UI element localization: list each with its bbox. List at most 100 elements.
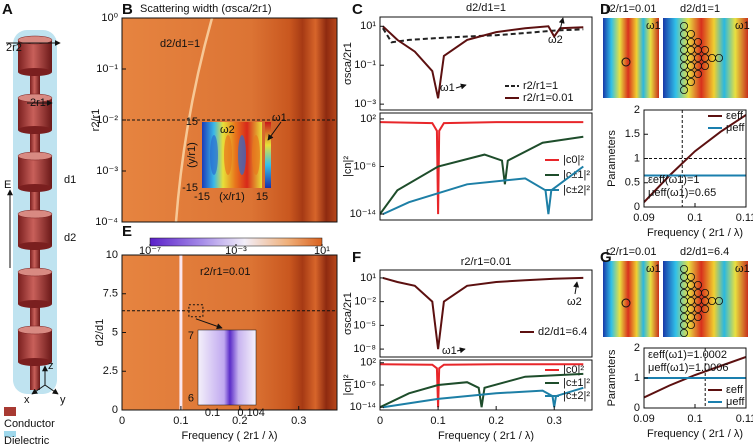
inset-tick-label: 7 xyxy=(188,330,194,342)
rod-circle xyxy=(680,328,689,337)
x-tick-label: 0.3 xyxy=(547,415,562,427)
annotation: ω2 xyxy=(548,34,563,46)
inset-tick-label: -15 xyxy=(182,182,198,194)
arrow xyxy=(558,17,565,31)
conductor-base xyxy=(18,242,52,250)
y-axis-label: σsca/2r1 xyxy=(342,42,354,85)
x-tick-label: 0.11 xyxy=(736,413,753,425)
y-tick-label: 10² xyxy=(360,113,376,125)
label-2r1: 2r1 xyxy=(30,97,46,109)
panel-label: F xyxy=(352,249,361,266)
y-tick-label: 1.5 xyxy=(625,128,640,140)
inset-xlabel: (x/r1) xyxy=(219,191,245,203)
x-tick-label: 0.2 xyxy=(232,415,247,427)
rod-circle xyxy=(680,264,689,273)
annotation: ω1 xyxy=(442,345,457,357)
legend-entry: |c0|² xyxy=(563,364,584,376)
rod-circle xyxy=(687,320,696,329)
conductor-base xyxy=(18,126,52,134)
inset-colorbar xyxy=(265,122,271,188)
plot-frame xyxy=(379,16,593,111)
rod xyxy=(30,128,40,158)
chart-title: Scattering width (σsca/2r1) xyxy=(140,3,272,15)
conductor-body xyxy=(18,40,52,72)
annotation: ω1 xyxy=(272,112,287,124)
y-tick-label: 10⁻² xyxy=(96,114,118,126)
rod-circle xyxy=(701,304,710,313)
legend-swatch xyxy=(4,431,16,437)
colorbar-tick-label: 10⁻⁷ xyxy=(139,245,161,257)
y-tick-label: 10⁻⁶ xyxy=(353,379,376,391)
x-tick-label: 0.3 xyxy=(291,415,306,427)
x-tick-label: 0.1 xyxy=(687,212,702,224)
y-tick-label: 2.5 xyxy=(103,365,118,377)
panel-label: D xyxy=(600,1,611,18)
y-tick-label: 0.5 xyxy=(625,177,640,189)
map-label: ω1 xyxy=(735,263,750,275)
legend-entry: εeff xyxy=(726,384,744,396)
y-axis-label: |cn|² xyxy=(342,374,354,395)
map-label: d2/d1=1 xyxy=(680,3,720,15)
conductor-body xyxy=(18,330,52,362)
conductor-cap xyxy=(17,209,53,219)
rod-circle xyxy=(694,312,703,321)
panel-label: C xyxy=(352,1,363,18)
y-tick-label: 10⁻³ xyxy=(354,98,376,110)
arrow xyxy=(455,83,467,90)
rod xyxy=(30,302,40,332)
series-line xyxy=(382,25,584,99)
legend-entry: d2/d1=6.4 xyxy=(538,326,587,338)
inset-tick-label: -15 xyxy=(194,191,210,203)
y-tick-label: 2 xyxy=(634,104,640,116)
inset-tick-label: 15 xyxy=(186,116,198,128)
y-tick-label: 10⁻⁴ xyxy=(95,216,118,228)
map-label: ω1 xyxy=(646,263,661,275)
axis-y-label: y xyxy=(60,394,66,406)
conductor-body xyxy=(18,156,52,188)
rod xyxy=(30,244,40,274)
y-tick-label: 10¹ xyxy=(360,272,376,284)
annotation: εeff(ω1)=1.0002 xyxy=(648,349,727,361)
y-tick-label: 10⁻¹⁴ xyxy=(350,401,377,413)
legend-entry: εeff xyxy=(726,110,744,122)
x-axis-label: Frequency ( 2r1 / λ) xyxy=(647,428,743,440)
rod-circle xyxy=(701,288,710,297)
annotation: μeff(ω1)=0.65 xyxy=(648,187,716,199)
annotation: ω2 xyxy=(567,296,582,308)
conductor-base xyxy=(18,358,52,366)
y-axis-label: |cn|² xyxy=(342,156,354,177)
y-tick-label: 0 xyxy=(634,201,640,213)
rod-circle xyxy=(621,57,631,67)
legend-entry: μeff xyxy=(726,396,745,408)
legend-entry: |c0|² xyxy=(563,154,584,166)
x-axis-label: Frequency ( 2r1 / λ) xyxy=(438,430,534,442)
x-tick-label: 0.1 xyxy=(687,413,702,425)
arrow xyxy=(573,281,580,295)
x-tick-label: 0.2 xyxy=(489,415,504,427)
annotation: ω2 xyxy=(220,124,235,136)
plot-frame xyxy=(379,112,593,221)
rod-circle xyxy=(701,46,710,55)
rod-circle xyxy=(687,78,696,87)
rod-circle xyxy=(694,280,703,289)
axis-z-label: z xyxy=(48,360,54,372)
conductor-body xyxy=(18,214,52,246)
field-lobe xyxy=(224,135,232,175)
y-axis-label: d2/d1 xyxy=(94,319,106,347)
x-tick-label: 0.09 xyxy=(633,212,654,224)
legend-conductor: Conductor xyxy=(4,418,55,430)
panel-label: A xyxy=(2,1,13,18)
panel-label: G xyxy=(600,249,612,266)
rod-circle xyxy=(715,296,724,305)
y-tick-label: 10⁻⁶ xyxy=(353,160,376,172)
rod-circle xyxy=(621,298,631,308)
y-axis-label: Parameters xyxy=(606,349,618,406)
x-tick-label: 0.11 xyxy=(736,212,753,224)
rod-circle xyxy=(680,21,689,30)
series-line xyxy=(644,114,746,203)
legend-swatch xyxy=(4,407,16,416)
rod-circle xyxy=(687,272,696,281)
legend-entry: |c±2|² xyxy=(563,184,590,196)
y-tick-label: 10⁻¹ xyxy=(354,59,376,71)
